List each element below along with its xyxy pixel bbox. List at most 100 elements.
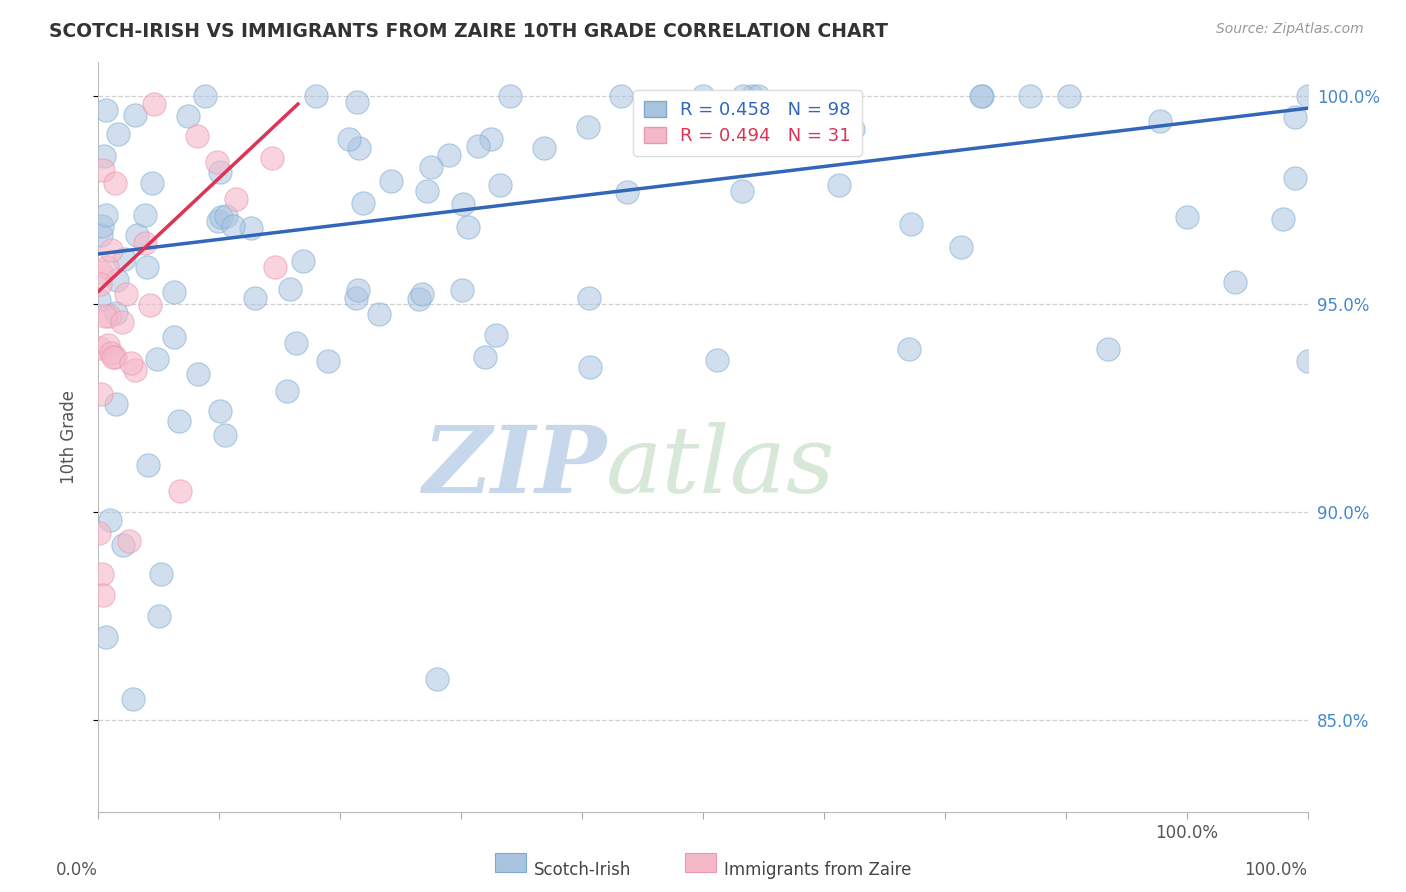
Point <box>94 103 117 118</box>
Point <box>741 88 763 103</box>
Point <box>610 89 633 103</box>
Point <box>747 88 769 103</box>
Point <box>215 209 238 223</box>
Point <box>111 315 134 329</box>
Point <box>214 428 236 442</box>
Point <box>970 88 993 103</box>
Point <box>305 88 328 103</box>
Point <box>451 196 474 211</box>
Point <box>897 342 920 356</box>
Point <box>121 692 143 706</box>
Point <box>124 108 146 122</box>
Point <box>205 154 228 169</box>
Point <box>450 283 472 297</box>
Point <box>150 567 173 582</box>
Point <box>731 184 754 198</box>
Text: Scotch-Irish: Scotch-Irish <box>534 861 631 879</box>
Point <box>485 328 508 343</box>
Point <box>408 293 430 307</box>
Point <box>292 254 315 268</box>
Point <box>141 176 163 190</box>
Point <box>90 219 112 234</box>
Point <box>120 356 142 370</box>
Point <box>169 484 191 499</box>
Point <box>949 239 972 253</box>
Point <box>457 219 479 234</box>
Point <box>316 354 339 368</box>
Point <box>90 387 112 401</box>
Point <box>94 208 117 222</box>
Point <box>97 309 120 323</box>
Point <box>107 127 129 141</box>
Point <box>100 243 122 257</box>
Point <box>533 141 555 155</box>
Point <box>87 525 110 540</box>
Point <box>479 132 502 146</box>
Point <box>207 213 229 227</box>
Point <box>239 221 262 235</box>
Point <box>90 227 112 242</box>
Point <box>89 277 111 291</box>
Point <box>91 588 114 602</box>
Point <box>467 139 489 153</box>
Text: 0.0%: 0.0% <box>56 861 98 879</box>
Point <box>94 309 117 323</box>
Point <box>163 329 186 343</box>
Point <box>104 306 127 320</box>
Point <box>347 141 370 155</box>
Point <box>89 341 111 355</box>
Point <box>416 185 439 199</box>
Point <box>222 219 245 233</box>
Point <box>96 260 118 274</box>
Point <box>1296 89 1319 103</box>
Point <box>136 458 159 472</box>
Point <box>337 131 360 145</box>
Point <box>842 122 865 136</box>
Point <box>1272 211 1295 226</box>
Point <box>488 178 510 193</box>
Point <box>1175 210 1198 224</box>
Text: ZIP: ZIP <box>422 422 606 512</box>
Point <box>112 252 135 267</box>
Point <box>499 88 522 103</box>
Point <box>208 404 231 418</box>
Text: atlas: atlas <box>606 422 835 512</box>
Point <box>420 161 443 175</box>
Point <box>439 147 461 161</box>
Point <box>344 291 367 305</box>
Text: 100.0%: 100.0% <box>1244 861 1308 879</box>
Point <box>576 120 599 134</box>
Point <box>578 291 600 305</box>
Point <box>706 353 728 368</box>
Point <box>143 96 166 111</box>
Point <box>827 178 849 192</box>
Text: Source: ZipAtlas.com: Source: ZipAtlas.com <box>1216 22 1364 37</box>
Point <box>104 350 127 364</box>
Point <box>209 165 232 179</box>
Point <box>1149 114 1171 128</box>
Point <box>1019 88 1042 103</box>
Point <box>115 287 138 301</box>
Point <box>105 272 128 286</box>
Text: SCOTCH-IRISH VS IMMIGRANTS FROM ZAIRE 10TH GRADE CORRELATION CHART: SCOTCH-IRISH VS IMMIGRANTS FROM ZAIRE 10… <box>49 22 889 41</box>
Y-axis label: 10th Grade: 10th Grade <box>59 390 77 484</box>
Point <box>209 211 232 225</box>
Point <box>101 350 124 364</box>
Point <box>93 148 115 162</box>
Point <box>284 336 307 351</box>
Point <box>1296 354 1319 368</box>
Point <box>278 282 301 296</box>
Point <box>90 264 112 278</box>
Point <box>970 88 993 103</box>
Point <box>262 151 284 165</box>
Legend: R = 0.458   N = 98, R = 0.494   N = 31: R = 0.458 N = 98, R = 0.494 N = 31 <box>634 90 862 155</box>
Text: Immigrants from Zaire: Immigrants from Zaire <box>724 861 911 879</box>
Point <box>264 260 287 274</box>
Point <box>380 173 402 187</box>
Point <box>100 346 122 360</box>
Point <box>176 109 198 123</box>
Point <box>579 360 602 375</box>
Point <box>616 186 638 200</box>
Point <box>1284 171 1306 186</box>
Point <box>118 534 141 549</box>
